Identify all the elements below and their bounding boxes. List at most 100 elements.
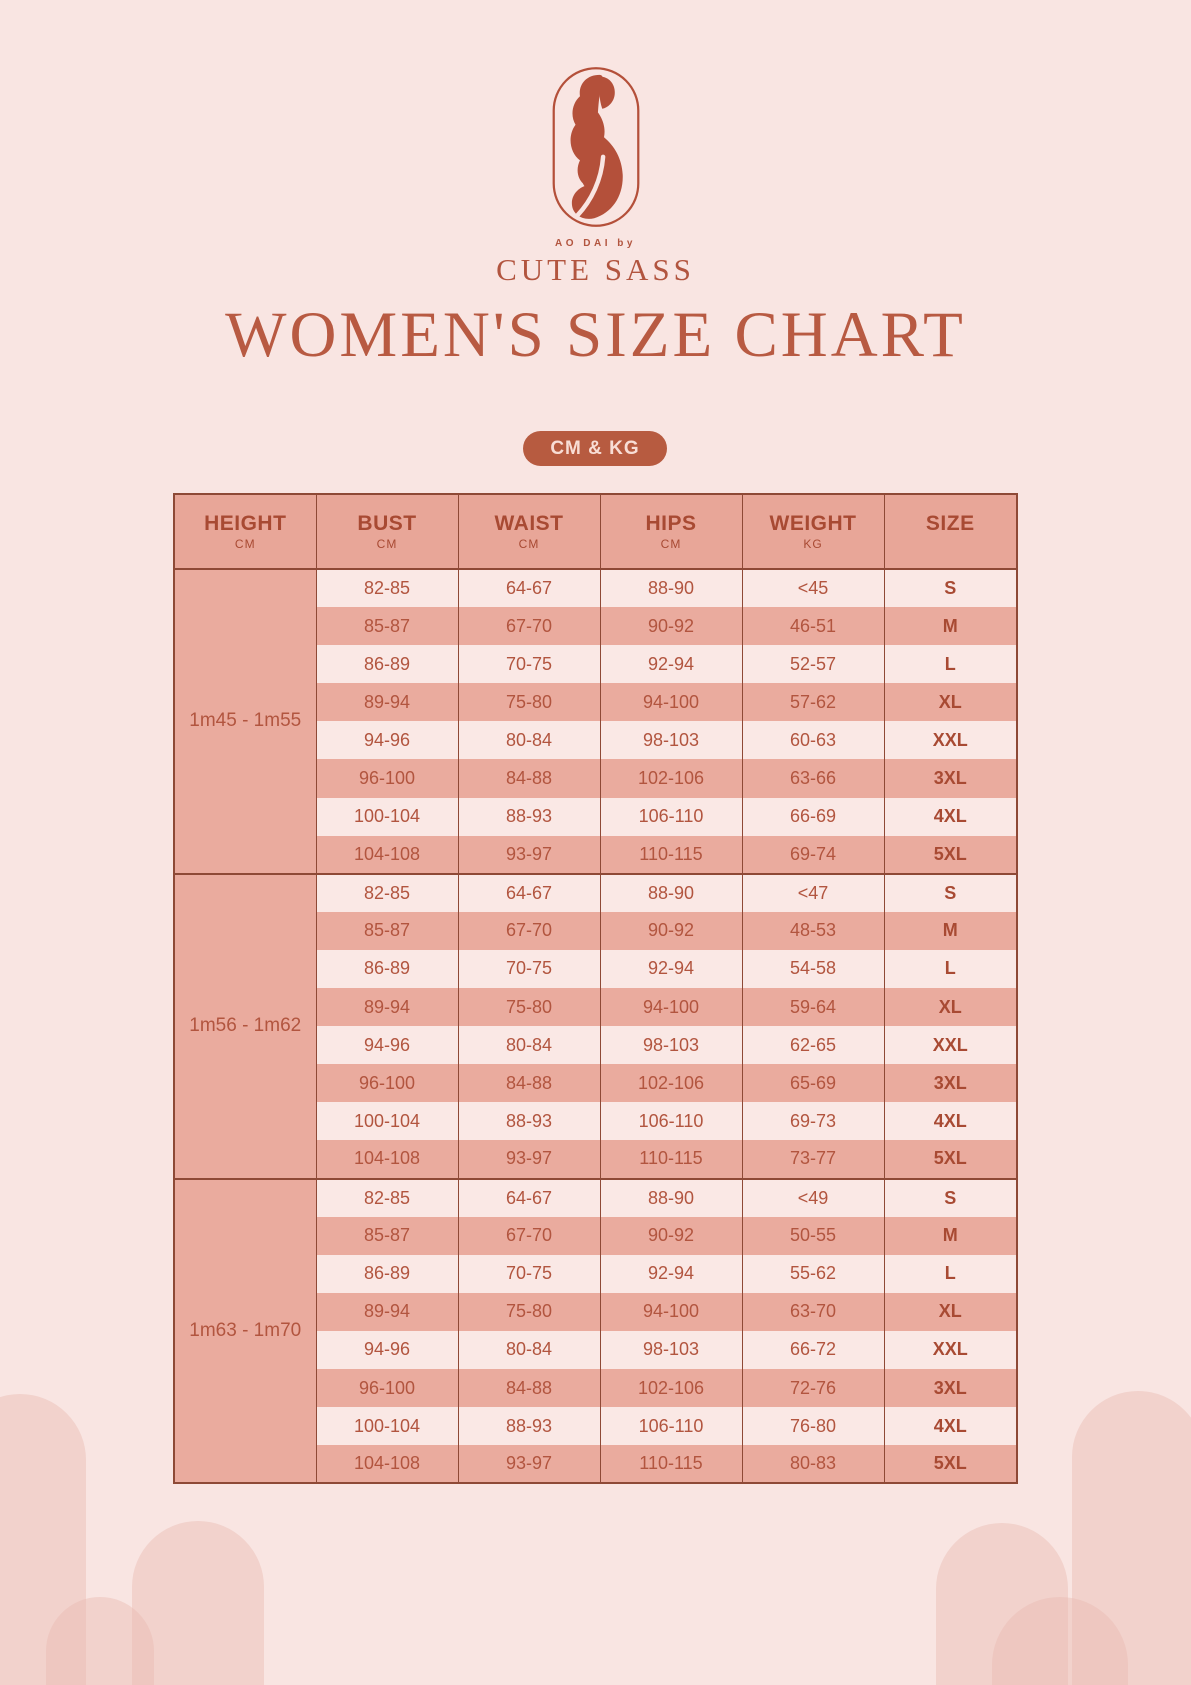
size-label-cell: S [883,569,1018,608]
header-weight: WEIGHT KG [741,494,885,570]
table-row: 85-87 67-70 90-92 50-55 M [174,1216,1018,1255]
measurement-cell: 89-94 [315,988,459,1027]
measurement-cell: 75-80 [457,988,601,1027]
size-label-cell: L [883,1254,1018,1293]
measurement-cell: 98-103 [599,721,743,760]
measurement-cell: 90-92 [599,607,743,646]
table-header: HEIGHT CM BUST CM WAIST CM HIPS CM WEIGH… [173,494,1018,570]
size-label-cell: XXL [883,721,1018,760]
size-label-cell: 3XL [883,759,1018,798]
measurement-cell: <45 [741,569,885,608]
units-badge: CM & KG [523,431,667,466]
measurement-cell: 64-67 [457,873,601,912]
measurement-cell: 82-85 [315,569,459,608]
size-label-cell: 3XL [883,1064,1018,1103]
arch-decoration [1072,1391,1191,1685]
table-row: 100-104 88-93 106-110 66-69 4XL [174,797,1018,836]
size-label-cell: M [883,911,1018,950]
size-label-cell: 4XL [883,1407,1018,1446]
measurement-cell: 69-74 [741,835,885,874]
measurement-cell: 55-62 [741,1254,885,1293]
table-row: 86-89 70-75 92-94 52-57 L [174,645,1018,684]
measurement-cell: 57-62 [741,683,885,722]
measurement-cell: 94-100 [599,988,743,1027]
table-row: 100-104 88-93 106-110 69-73 4XL [174,1102,1018,1141]
measurement-cell: 86-89 [315,645,459,684]
table-row: 1m56 - 1m62 82-85 64-67 88-90 <47 S [173,873,1018,1179]
measurement-cell: 67-70 [457,1216,601,1255]
page-title: WOMEN'S SIZE CHART [225,299,966,371]
measurement-cell: 88-90 [599,1178,743,1217]
measurement-cell: 86-89 [315,949,459,989]
measurement-cell: 59-64 [741,988,885,1027]
measurement-cell: 110-115 [599,1140,743,1179]
measurement-cell: 94-96 [315,1026,459,1065]
measurement-cell: 100-104 [315,797,459,836]
table-row: 85-87 67-70 90-92 48-53 M [174,911,1018,950]
measurement-cell: 75-80 [457,1292,601,1331]
measurement-cell: 104-108 [315,1140,459,1179]
measurement-cell: 86-89 [315,1254,459,1293]
measurement-cell: 89-94 [315,1292,459,1331]
measurement-cell: 88-90 [599,873,743,912]
measurement-cell: 88-93 [457,1407,601,1446]
measurement-cell: 94-100 [599,1292,743,1331]
measurement-cell: <49 [741,1178,885,1217]
measurement-cell: 90-92 [599,1216,743,1255]
measurement-cell: 73-77 [741,1140,885,1179]
table-row: 89-94 75-80 94-100 59-64 XL [174,988,1018,1027]
measurement-cell: 66-69 [741,797,885,836]
measurement-cell: 90-92 [599,911,743,950]
arch-decoration [132,1521,264,1685]
measurement-cell: 84-88 [457,1064,601,1103]
size-label-cell: XL [883,683,1018,722]
measurement-cell: 96-100 [315,1368,459,1408]
size-label-cell: M [883,1216,1018,1255]
measurement-cell: 110-115 [599,1445,743,1484]
table-row: 1m45 - 1m55 82-85 64-67 88-90 <45 S [173,569,1018,874]
height-range-cell: 1m45 - 1m55 [173,569,317,874]
measurement-cell: 89-94 [315,683,459,722]
measurement-cell: 80-84 [457,1330,601,1369]
height-range-cell: 1m56 - 1m62 [173,873,317,1179]
measurement-cell: 75-80 [457,683,601,722]
size-label-cell: L [883,645,1018,684]
measurement-cell: 52-57 [741,645,885,684]
measurement-cell: 80-83 [741,1445,885,1484]
table-row: 100-104 88-93 106-110 76-80 4XL [174,1407,1018,1446]
measurement-cell: 102-106 [599,1064,743,1103]
arch-decoration [46,1597,154,1685]
table-row: 104-108 93-97 110-115 73-77 5XL [174,1140,1018,1179]
measurement-cell: 54-58 [741,949,885,989]
measurement-cell: 64-67 [457,569,601,608]
measurement-cell: 69-73 [741,1102,885,1141]
measurement-cell: 80-84 [457,1026,601,1065]
measurement-cell: 76-80 [741,1407,885,1446]
measurement-cell: 85-87 [315,1216,459,1255]
height-group-2: 1m56 - 1m62 82-85 64-67 88-90 <47 S 85-87 67-70… [173,873,1018,1179]
measurement-cell: 64-67 [457,1178,601,1217]
measurement-cell: 48-53 [741,911,885,950]
height-group-3: 1m63 - 1m70 82-85 64-67 88-90 <49 S 85-87 67-70… [173,1178,1018,1484]
measurement-cell: 63-70 [741,1292,885,1331]
size-label-cell: L [883,949,1018,989]
measurement-cell: 106-110 [599,797,743,836]
measurement-cell: 106-110 [599,1102,743,1141]
size-label-cell: 4XL [883,1102,1018,1141]
table-row: 94-96 80-84 98-103 62-65 XXL [174,1026,1018,1065]
measurement-cell: 104-108 [315,1445,459,1484]
table-row: 86-89 70-75 92-94 54-58 L [174,949,1018,989]
measurement-cell: 96-100 [315,1064,459,1103]
table-row: 85-87 67-70 90-92 46-51 M [174,607,1018,646]
measurement-cell: 67-70 [457,607,601,646]
table-row: 104-108 93-97 110-115 69-74 5XL [174,835,1018,874]
measurement-cell: 110-115 [599,835,743,874]
size-label-cell: 3XL [883,1368,1018,1408]
size-label-cell: XL [883,988,1018,1027]
measurement-cell: 94-100 [599,683,743,722]
measurement-cell: 93-97 [457,1140,601,1179]
measurement-cell: 67-70 [457,911,601,950]
brand-tagline: AO DAI by [555,238,636,249]
size-label-cell: XXL [883,1026,1018,1065]
